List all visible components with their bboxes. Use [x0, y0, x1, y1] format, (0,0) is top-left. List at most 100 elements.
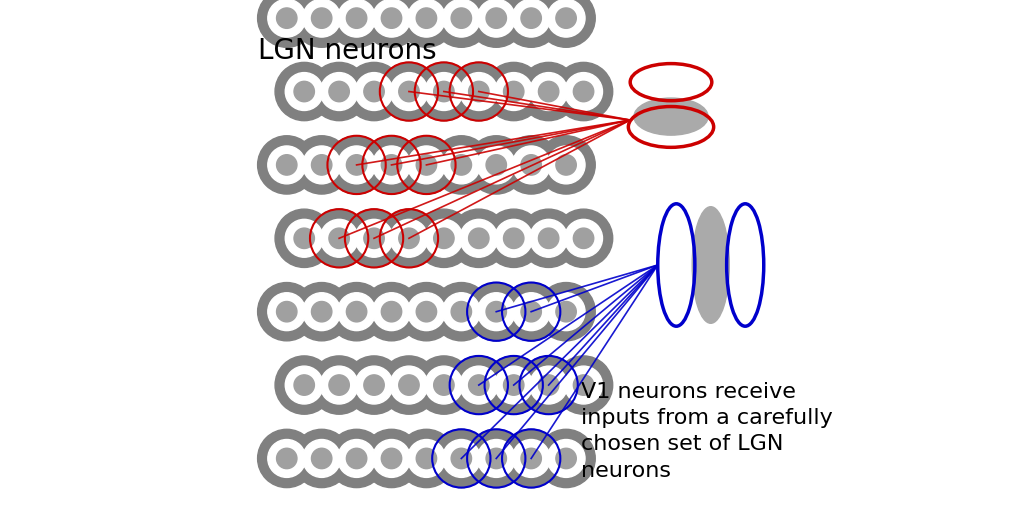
Circle shape — [303, 439, 341, 478]
Circle shape — [467, 0, 525, 47]
Circle shape — [547, 439, 585, 478]
Circle shape — [321, 219, 358, 257]
Circle shape — [554, 209, 612, 268]
Circle shape — [477, 146, 515, 184]
Circle shape — [258, 429, 315, 488]
Circle shape — [512, 146, 550, 184]
Circle shape — [432, 429, 490, 488]
Circle shape — [539, 81, 559, 102]
Circle shape — [310, 209, 369, 268]
Circle shape — [547, 293, 585, 331]
Circle shape — [286, 219, 324, 257]
Circle shape — [484, 63, 543, 121]
Circle shape — [258, 282, 315, 341]
Circle shape — [452, 448, 471, 469]
Circle shape — [346, 8, 367, 28]
Circle shape — [390, 366, 428, 404]
Circle shape — [380, 63, 438, 121]
Circle shape — [486, 302, 507, 322]
Circle shape — [442, 293, 480, 331]
Circle shape — [432, 136, 490, 194]
Circle shape — [484, 356, 543, 414]
Circle shape — [364, 228, 384, 249]
Circle shape — [380, 356, 438, 414]
Circle shape — [573, 81, 594, 102]
Circle shape — [502, 429, 560, 488]
Circle shape — [380, 209, 438, 268]
Text: V1 neurons receive
inputs from a carefully
chosen set of LGN
neurons: V1 neurons receive inputs from a careful… — [581, 382, 833, 481]
Circle shape — [338, 439, 376, 478]
Circle shape — [268, 0, 306, 37]
Circle shape — [529, 73, 567, 110]
Circle shape — [504, 375, 524, 395]
Circle shape — [345, 63, 403, 121]
Circle shape — [416, 448, 436, 469]
Circle shape — [329, 375, 349, 395]
Circle shape — [362, 136, 421, 194]
Circle shape — [452, 155, 471, 175]
Circle shape — [537, 429, 595, 488]
Circle shape — [355, 366, 393, 404]
Circle shape — [521, 155, 542, 175]
Circle shape — [415, 63, 473, 121]
Circle shape — [293, 282, 351, 341]
Circle shape — [398, 81, 419, 102]
Circle shape — [275, 63, 334, 121]
Circle shape — [519, 209, 578, 268]
Circle shape — [364, 81, 384, 102]
Circle shape — [521, 302, 542, 322]
Circle shape — [502, 0, 560, 47]
Circle shape — [373, 293, 411, 331]
Circle shape — [408, 293, 445, 331]
Circle shape — [416, 302, 436, 322]
Circle shape — [547, 146, 585, 184]
Circle shape — [397, 136, 456, 194]
Circle shape — [303, 0, 341, 37]
Circle shape — [477, 293, 515, 331]
Circle shape — [275, 209, 334, 268]
Circle shape — [276, 448, 297, 469]
Circle shape — [397, 282, 456, 341]
Circle shape — [452, 8, 471, 28]
Circle shape — [554, 356, 612, 414]
Circle shape — [328, 0, 386, 47]
Circle shape — [268, 293, 306, 331]
Circle shape — [346, 448, 367, 469]
Circle shape — [467, 136, 525, 194]
Circle shape — [564, 219, 602, 257]
Circle shape — [276, 8, 297, 28]
Circle shape — [434, 375, 454, 395]
Circle shape — [425, 366, 463, 404]
Circle shape — [293, 429, 351, 488]
Circle shape — [469, 81, 489, 102]
Circle shape — [450, 209, 508, 268]
Circle shape — [573, 228, 594, 249]
Circle shape — [276, 302, 297, 322]
Circle shape — [556, 8, 577, 28]
Circle shape — [460, 219, 498, 257]
Circle shape — [495, 73, 532, 110]
Circle shape — [268, 146, 306, 184]
Circle shape — [486, 448, 507, 469]
Circle shape — [521, 8, 542, 28]
Circle shape — [258, 136, 315, 194]
Circle shape — [521, 448, 542, 469]
Circle shape — [425, 73, 463, 110]
Circle shape — [415, 356, 473, 414]
Circle shape — [328, 429, 386, 488]
Circle shape — [390, 219, 428, 257]
Circle shape — [434, 81, 454, 102]
Circle shape — [397, 0, 456, 47]
Circle shape — [460, 73, 498, 110]
Circle shape — [381, 155, 401, 175]
Circle shape — [477, 439, 515, 478]
Circle shape — [519, 356, 578, 414]
Circle shape — [486, 155, 507, 175]
Circle shape — [338, 146, 376, 184]
Circle shape — [469, 228, 489, 249]
Circle shape — [362, 0, 421, 47]
Circle shape — [467, 282, 525, 341]
Circle shape — [408, 439, 445, 478]
Circle shape — [450, 356, 508, 414]
Circle shape — [311, 448, 332, 469]
